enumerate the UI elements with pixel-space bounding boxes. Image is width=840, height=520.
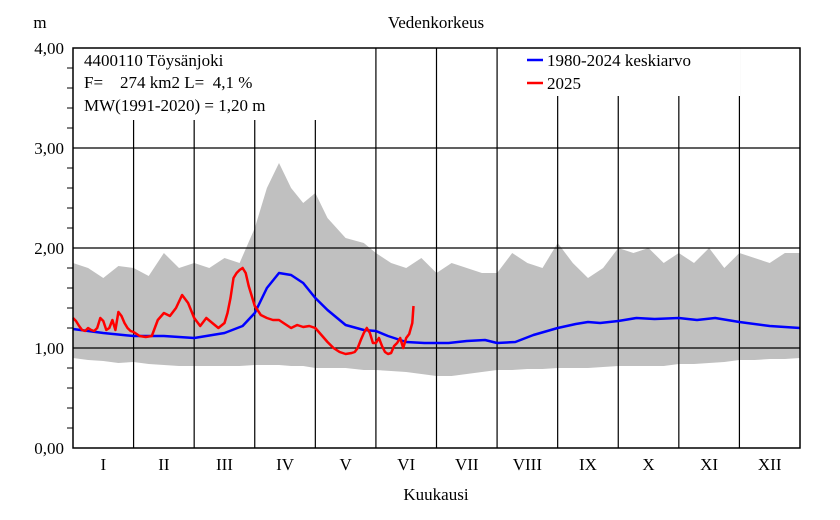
legend-label-average: 1980-2024 keskiarvo [547,51,691,70]
month-label: V [339,455,352,474]
month-label: VII [455,455,479,474]
station-info-line-1: 4400110 Töysänjoki [84,51,224,70]
axis-layer: 0,001,002,003,004,00I II III IV V VI VII VIII IX… [34,39,782,474]
month-label: XI [700,455,718,474]
y-tick-label: 1,00 [34,339,64,358]
month-label: VI [397,455,415,474]
legend-label-2025: 2025 [547,74,581,93]
month-label: IV [276,455,295,474]
month-label: X [642,455,654,474]
month-label: XII [758,455,782,474]
series-layer [72,266,801,356]
y-tick-label: 2,00 [34,239,64,258]
y-tick-label: 0,00 [34,439,64,458]
month-label: III [216,455,233,474]
grid-layer [73,48,800,448]
legend-box [518,48,740,96]
month-label: II [158,455,170,474]
series-line-2025 [72,266,415,356]
series-line-average [72,271,801,345]
month-label: I [100,455,106,474]
y-tick-label: 4,00 [34,39,64,58]
y-tick-label: 3,00 [34,139,64,158]
y-axis-label: m [33,13,46,32]
station-info-box [73,48,361,120]
month-label: VIII [513,455,543,474]
x-axis-label: Kuukausi [403,485,468,504]
month-label: IX [579,455,597,474]
chart-title: Vedenkorkeus [388,13,484,32]
station-info-line-2: F= 274 km2 L= 4,1 % [84,73,252,92]
station-info-line-3: MW(1991-2020) = 1,20 m [84,96,265,115]
plot-frame [72,47,801,449]
